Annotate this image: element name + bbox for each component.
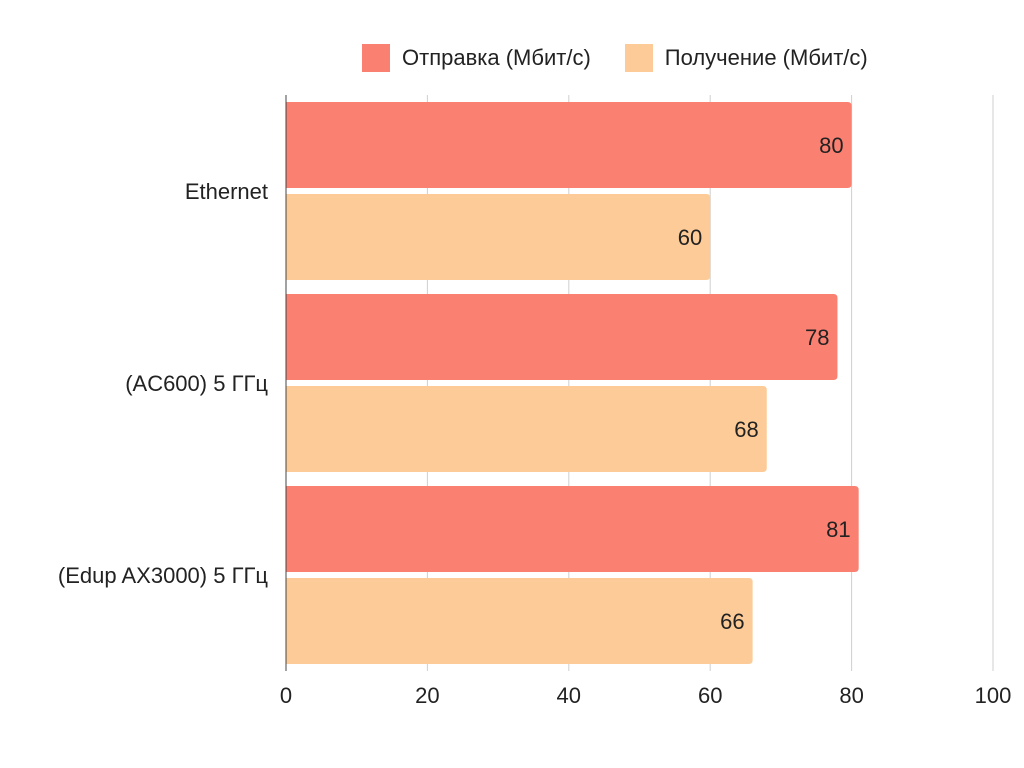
x-tick-label-2: 40 <box>557 683 581 708</box>
legend-item-receive: Получение (Мбит/с) <box>624 44 868 72</box>
data-label-receive-2: 66 <box>720 609 744 634</box>
category-label-1: (AC600) 5 ГГц <box>125 371 268 396</box>
x-tick-label-4: 80 <box>839 683 863 708</box>
bar-receive-1 <box>286 386 767 472</box>
legend: Отправка (Мбит/с) Получение (Мбит/с) <box>362 44 902 72</box>
bar-send-0 <box>286 102 852 188</box>
legend-label-receive: Получение (Мбит/с) <box>664 45 868 70</box>
legend-label-send: Отправка (Мбит/с) <box>402 45 591 70</box>
legend-item-send: Отправка (Мбит/с) <box>362 44 591 72</box>
data-label-send-1: 78 <box>805 325 829 350</box>
data-label-receive-0: 60 <box>678 225 702 250</box>
data-label-send-2: 81 <box>826 517 850 542</box>
legend-swatch-send <box>362 44 390 72</box>
bar-receive-2 <box>286 578 753 664</box>
category-label-2: (Edup AX3000) 5 ГГц <box>58 563 269 588</box>
bar-send-2 <box>286 486 859 572</box>
x-tick-label-3: 60 <box>698 683 722 708</box>
x-tick-label-0: 0 <box>280 683 292 708</box>
bar-send-1 <box>286 294 838 380</box>
x-tick-label-5: 100 <box>975 683 1012 708</box>
bar-receive-0 <box>286 194 711 280</box>
category-label-0: Ethernet <box>185 179 268 204</box>
legend-swatch-receive <box>624 44 653 72</box>
data-label-receive-1: 68 <box>734 417 758 442</box>
x-tick-label-1: 20 <box>415 683 439 708</box>
data-label-send-0: 80 <box>819 133 843 158</box>
